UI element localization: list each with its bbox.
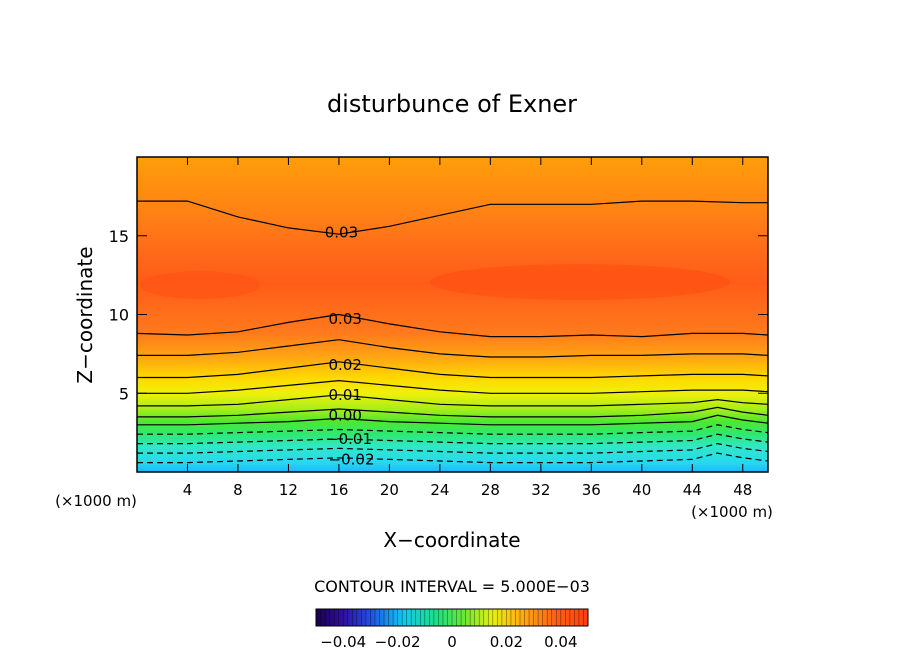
contour-line xyxy=(137,452,768,464)
colorbar-stripes xyxy=(320,609,584,626)
contour-label: 0.03 xyxy=(329,310,362,328)
contour-label: 0.00 xyxy=(329,406,362,424)
colorbar-tick-label: −0.04 xyxy=(320,633,366,651)
x-tick-label: 44 xyxy=(683,481,702,499)
x-tick-label: 12 xyxy=(279,481,298,499)
contour-lines xyxy=(137,200,768,464)
x-tick-label: 20 xyxy=(380,481,399,499)
contour-label: 0.02 xyxy=(329,356,362,374)
x-tick-label: 16 xyxy=(329,481,348,499)
y-axis-ticks: 5 10 15 xyxy=(109,227,768,403)
y-tick-label: 5 xyxy=(119,384,129,403)
colorbar-tick-label: −0.02 xyxy=(375,633,421,651)
contour-interval-note: CONTOUR INTERVAL = 5.000E−03 xyxy=(314,577,590,596)
contour-line xyxy=(137,433,768,445)
contour-line xyxy=(137,379,768,394)
colorbar-tick-labels: −0.04 −0.02 0 0.02 0.04 xyxy=(320,633,577,651)
x-tick-label: 40 xyxy=(632,481,651,499)
contour-line xyxy=(137,200,768,235)
contour-line xyxy=(137,424,768,435)
contour-line xyxy=(137,394,768,407)
contour-label: −0.02 xyxy=(329,450,375,468)
contour-label: 0.03 xyxy=(325,224,358,242)
x-axis-ticks: 4 8 12 16 20 24 28 32 36 40 44 48 xyxy=(183,157,752,499)
max-region-right xyxy=(430,264,730,300)
colorbar-tick-label: 0.02 xyxy=(490,633,523,651)
colorbar-tick-label: 0.04 xyxy=(544,633,577,651)
contour-field xyxy=(137,157,768,472)
chart-title: disturbunce of Exner xyxy=(327,90,577,118)
contour-line xyxy=(137,339,768,358)
x-unit-left: (×1000 m) xyxy=(55,492,137,510)
max-region-left xyxy=(140,271,260,299)
contour-label: 0.01 xyxy=(329,386,362,404)
contour-line xyxy=(137,313,768,338)
x-tick-label: 32 xyxy=(531,481,550,499)
x-tick-label: 4 xyxy=(183,481,193,499)
x-tick-label: 48 xyxy=(733,481,752,499)
contour-line xyxy=(137,414,768,426)
x-axis-label: X−coordinate xyxy=(383,528,520,552)
x-tick-label: 28 xyxy=(481,481,500,499)
contour-line xyxy=(137,406,768,418)
x-tick-label: 36 xyxy=(582,481,601,499)
y-axis-label: Z−coordinate xyxy=(73,246,97,383)
x-tick-label: 8 xyxy=(233,481,243,499)
y-tick-label: 15 xyxy=(109,227,129,246)
contour-line xyxy=(137,361,768,379)
contour-labels: 0.03 0.03 0.02 0.01 0.00 −0.01 −0.02 xyxy=(325,224,375,469)
x-tick-label: 24 xyxy=(430,481,449,499)
x-unit-right: (×1000 m) xyxy=(691,503,773,521)
colorbar-tick-label: 0 xyxy=(447,633,457,651)
y-tick-label: 10 xyxy=(109,306,129,325)
contour-label: −0.01 xyxy=(326,430,372,448)
contour-line xyxy=(137,442,768,454)
